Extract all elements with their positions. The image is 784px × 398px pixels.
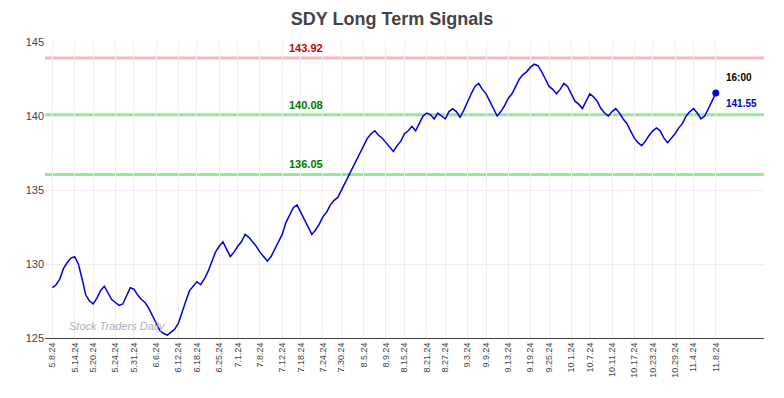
svg-text:SDY Long Term Signals: SDY Long Term Signals	[291, 9, 493, 29]
svg-text:5.8.24: 5.8.24	[47, 343, 57, 368]
svg-text:9.19.24: 9.19.24	[525, 343, 535, 373]
svg-text:10.1.24: 10.1.24	[566, 343, 576, 373]
svg-text:5.31.24: 5.31.24	[129, 343, 139, 373]
svg-text:125: 125	[26, 332, 44, 344]
svg-text:10.17.24: 10.17.24	[629, 343, 639, 378]
svg-text:143.92: 143.92	[289, 42, 323, 54]
svg-text:6.12.24: 6.12.24	[173, 343, 183, 373]
svg-text:16:00: 16:00	[726, 72, 752, 83]
svg-text:5.24.24: 5.24.24	[110, 343, 120, 373]
svg-text:8.21.24: 8.21.24	[422, 343, 432, 373]
svg-text:7.1.24: 7.1.24	[233, 343, 243, 368]
svg-text:7.30.24: 7.30.24	[336, 343, 346, 373]
svg-text:8.9.24: 8.9.24	[381, 343, 391, 368]
svg-text:10.11.24: 10.11.24	[607, 343, 617, 377]
svg-text:10.29.24: 10.29.24	[670, 343, 680, 378]
svg-text:7.8.24: 7.8.24	[255, 343, 265, 368]
svg-text:5.20.24: 5.20.24	[88, 343, 98, 373]
svg-text:6.6.24: 6.6.24	[151, 343, 161, 368]
svg-text:8.15.24: 8.15.24	[399, 343, 409, 373]
svg-text:9.9.24: 9.9.24	[481, 343, 491, 368]
svg-text:5.14.24: 5.14.24	[70, 343, 80, 373]
svg-text:135: 135	[26, 184, 44, 196]
svg-text:11.4.24: 11.4.24	[689, 343, 699, 372]
svg-text:8.27.24: 8.27.24	[440, 343, 450, 373]
svg-text:9.13.24: 9.13.24	[503, 343, 513, 373]
svg-text:6.25.24: 6.25.24	[214, 343, 224, 373]
svg-text:8.5.24: 8.5.24	[359, 343, 369, 368]
svg-text:140: 140	[26, 110, 44, 122]
svg-text:6.18.24: 6.18.24	[192, 343, 202, 373]
svg-text:11.8.24: 11.8.24	[711, 343, 721, 372]
svg-text:10.23.24: 10.23.24	[648, 343, 658, 378]
svg-text:10.7.24: 10.7.24	[585, 343, 595, 373]
svg-text:7.24.24: 7.24.24	[318, 343, 328, 373]
svg-text:9.3.24: 9.3.24	[462, 343, 472, 368]
svg-text:7.18.24: 7.18.24	[296, 343, 306, 373]
svg-text:136.05: 136.05	[289, 158, 323, 170]
svg-text:7.12.24: 7.12.24	[277, 343, 287, 373]
svg-text:9.25.24: 9.25.24	[544, 343, 554, 373]
svg-text:140.08: 140.08	[289, 99, 323, 111]
svg-text:130: 130	[26, 258, 44, 270]
svg-text:Stock Traders Daily: Stock Traders Daily	[69, 320, 166, 332]
svg-text:141.55: 141.55	[726, 98, 757, 109]
svg-text:145: 145	[26, 36, 44, 48]
